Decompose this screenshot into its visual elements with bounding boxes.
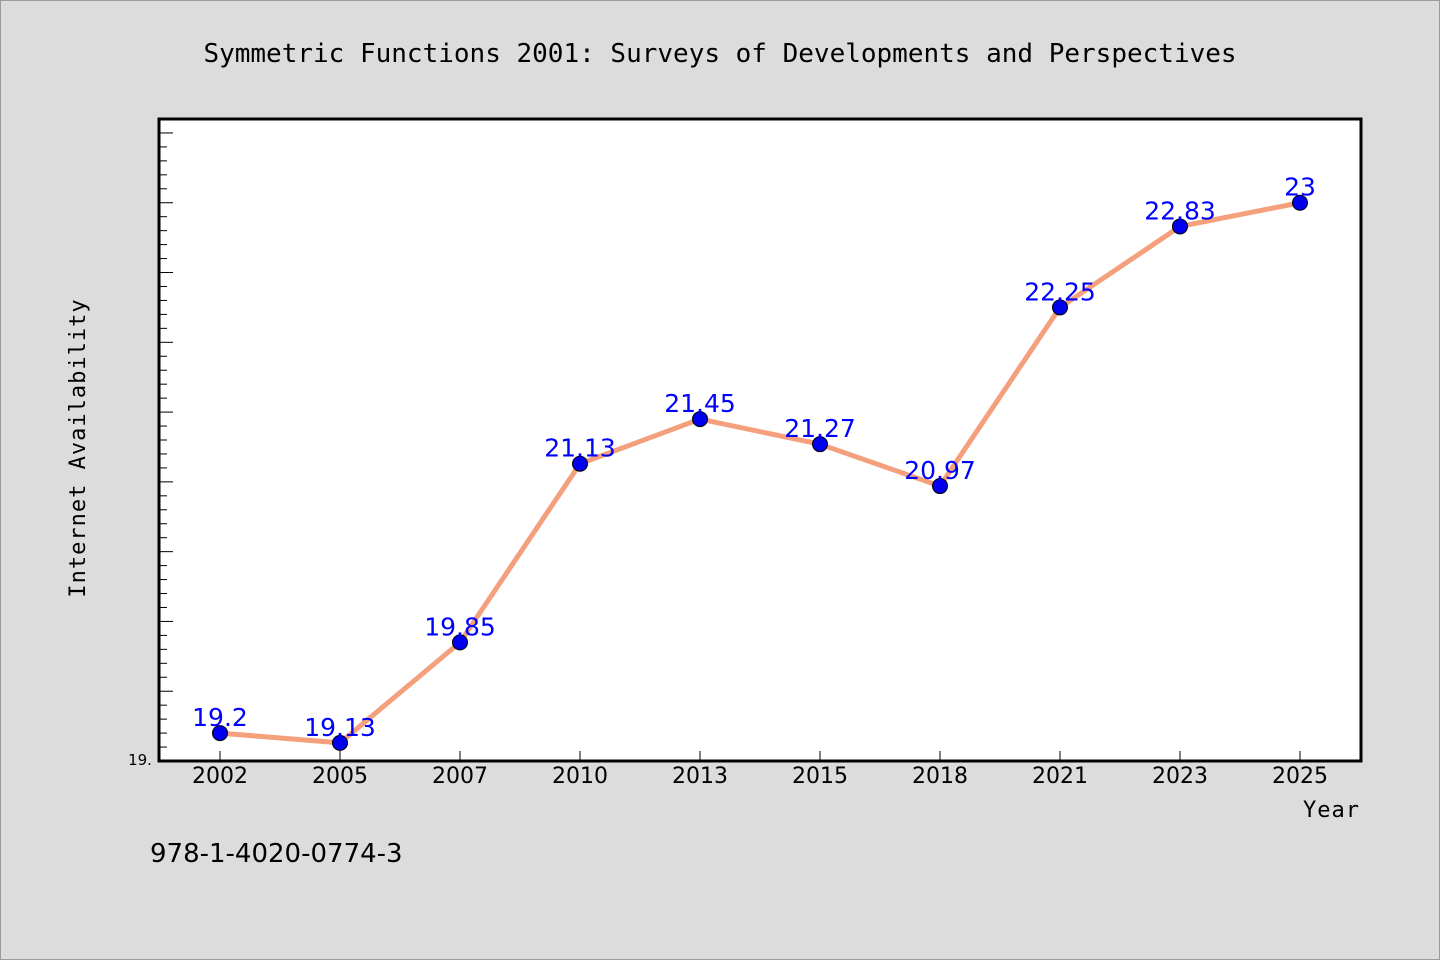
- x-tick-label: 2005: [312, 764, 368, 789]
- x-tick-label: 2010: [552, 764, 608, 789]
- data-point: [932, 478, 948, 495]
- y-axis-min-label: 19.: [128, 751, 152, 769]
- data-point: [212, 725, 228, 742]
- data-point: [692, 411, 708, 428]
- y-axis-label: Internet Availability: [66, 298, 91, 597]
- series-group: 19.2 19.13 19.85 21.13 21.45 21.27 20.97 22.25 2…: [192, 173, 1316, 751]
- data-label: 22.25: [1024, 277, 1096, 306]
- data-label: 20.97: [904, 456, 976, 485]
- x-tick-label: 2025: [1272, 764, 1328, 789]
- x-axis-ticks: [219, 751, 1301, 761]
- data-label: 19.2: [192, 703, 248, 732]
- series-line: [217, 200, 1303, 746]
- data-label: 21.45: [664, 389, 736, 418]
- data-point: [1172, 218, 1188, 235]
- data-label: 23: [1284, 173, 1316, 202]
- data-point: [452, 634, 468, 651]
- x-tick-label: 2018: [912, 764, 968, 789]
- data-label: 19.85: [424, 612, 496, 641]
- x-tick-label: 2013: [672, 764, 728, 789]
- data-point: [572, 455, 588, 472]
- data-label: 21.27: [784, 414, 856, 443]
- data-label: 22.83: [1144, 196, 1216, 225]
- data-point: [332, 734, 348, 751]
- data-point: [1052, 299, 1068, 316]
- data-point: [1292, 194, 1308, 211]
- data-label: 19.13: [304, 713, 376, 742]
- x-tick-label: 2007: [432, 764, 488, 789]
- x-tick-label: 2002: [192, 764, 248, 789]
- y-axis-ticks: [159, 132, 173, 748]
- x-tick-label: 2021: [1032, 764, 1088, 789]
- data-point: [812, 436, 828, 453]
- footer-isbn: 978-1-4020-0774-3: [150, 839, 403, 869]
- plot-area: [157, 117, 1363, 763]
- x-axis-tick-labels: 2002 2005 2007 2010 2013 2015 2018 2021 2023 2025: [192, 764, 1328, 789]
- x-tick-label: 2023: [1152, 764, 1208, 789]
- data-label: 21.13: [544, 434, 616, 463]
- chart-title: Symmetric Functions 2001: Surveys of Dev…: [203, 39, 1236, 69]
- x-tick-label: 2015: [792, 764, 848, 789]
- x-axis-label: Year: [1303, 798, 1360, 823]
